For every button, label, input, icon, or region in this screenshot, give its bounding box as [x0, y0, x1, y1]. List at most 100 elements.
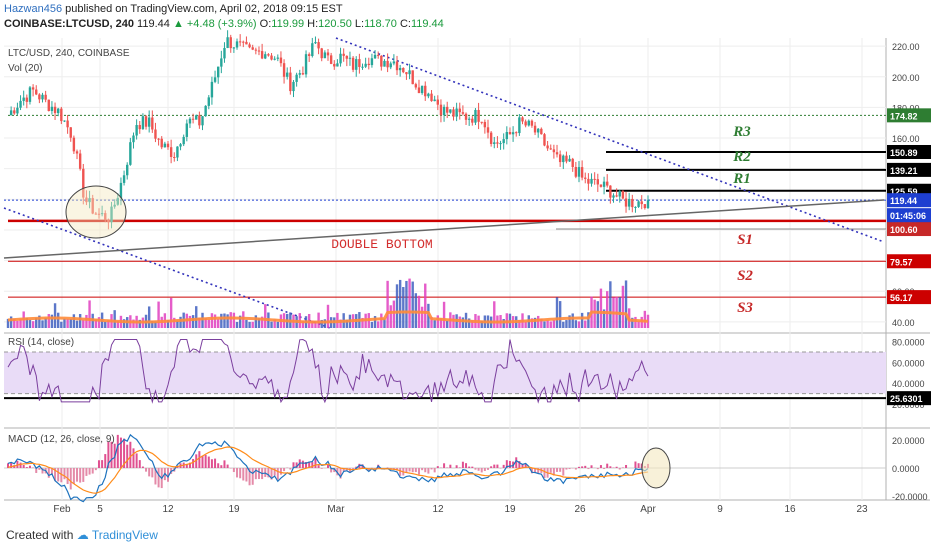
volume-bar [104, 321, 107, 328]
candle [220, 58, 223, 67]
volume-bar [317, 312, 320, 328]
header-line-2: COINBASE:LTCUSD, 240 119.44 ▲ +4.48 (+3.… [4, 18, 444, 30]
candle [100, 213, 104, 215]
candle [558, 154, 562, 163]
candle [207, 97, 210, 106]
candle [333, 63, 336, 67]
macd-histogram-bar [625, 464, 628, 468]
volume-bar [78, 314, 82, 328]
candle [113, 204, 116, 207]
level-badge [887, 162, 931, 177]
volume-bar [593, 299, 596, 328]
level-badge-label: 139.21 [890, 166, 918, 176]
macd-histogram-bar [239, 468, 242, 479]
volume-bar [235, 321, 239, 328]
volume-bar [389, 305, 392, 328]
volume-bar [238, 315, 242, 328]
volume-bar [314, 321, 317, 328]
level-name-r3: R3 [732, 124, 751, 140]
author-link[interactable]: Hazwan456 [4, 3, 63, 15]
macd-histogram-bar [220, 465, 223, 468]
macd-tick-label: -20.0000 [892, 492, 928, 502]
volume-bar [392, 300, 396, 328]
macd-histogram-bar [66, 468, 69, 485]
candle [204, 105, 207, 117]
macd-histogram-bar [50, 468, 53, 475]
candle [477, 109, 480, 122]
macd-histogram-bar [483, 468, 486, 472]
macd-histogram-bar [141, 466, 144, 468]
low-value: 118.70 [364, 18, 397, 30]
price-tick-label: 160.00 [892, 134, 920, 144]
candle [389, 63, 392, 68]
candle [157, 138, 160, 140]
candle [521, 117, 524, 122]
volume-bar [47, 314, 50, 328]
countdown-badge [887, 208, 931, 223]
volume-bar [201, 312, 204, 328]
volume-bar [270, 321, 273, 328]
volume-bar [25, 317, 29, 328]
x-tick-label: 19 [228, 504, 240, 515]
macd-histogram-bar [603, 468, 606, 470]
candle [540, 128, 543, 135]
candle [408, 70, 411, 75]
volume-bar [6, 318, 10, 328]
x-tick-label: 19 [504, 504, 516, 515]
candle [147, 117, 151, 127]
volume-bar [609, 281, 612, 328]
candle [144, 116, 148, 127]
low-label: L: [354, 18, 365, 30]
volume-bar [480, 320, 483, 328]
footer-brand[interactable]: TradingView [91, 528, 158, 542]
macd-histogram-bar [88, 468, 91, 475]
candle [502, 139, 505, 144]
candle [351, 57, 355, 70]
level-badge-label: 174.82 [890, 111, 918, 121]
high-label: H: [307, 18, 319, 30]
macd-histogram-bar [129, 441, 132, 468]
macd-histogram-bar [549, 468, 552, 473]
candle [107, 219, 110, 223]
volume-bar [568, 315, 571, 328]
level-name-s1: S1 [737, 232, 753, 248]
macd-histogram-bar [188, 462, 191, 468]
candle [568, 158, 571, 162]
volume-bar [132, 319, 135, 328]
macd-histogram-bar [618, 468, 621, 470]
rsi-marker-badge [887, 391, 931, 406]
rsi-tick-label: 40.0000 [892, 379, 925, 389]
macd-histogram-bar [226, 464, 229, 468]
level-name-r2: R2 [732, 149, 751, 165]
macd-histogram-bar [477, 468, 480, 471]
volume-bar [264, 304, 267, 328]
candle [430, 93, 433, 102]
candle [609, 185, 612, 198]
macd-histogram-bar [424, 468, 427, 473]
volume-bar [66, 319, 69, 328]
candle [424, 85, 427, 97]
macd-histogram-bar [468, 466, 471, 468]
candle [511, 132, 515, 135]
volume-bar [254, 315, 258, 328]
macd-histogram-bar [474, 468, 477, 470]
macd-histogram-bar [47, 468, 50, 478]
macd-histogram-bar [204, 454, 207, 468]
candle [627, 198, 631, 207]
macd-histogram-bar [399, 468, 402, 476]
macd-histogram-bar [264, 468, 267, 477]
macd-histogram-bar [317, 465, 320, 468]
macd-histogram-bar [599, 465, 602, 468]
candle [22, 97, 25, 101]
macd-tick-label: 0.0000 [892, 464, 920, 474]
macd-histogram-bar [556, 468, 559, 472]
macd-histogram-bar [411, 468, 414, 473]
footer-created: Created with [6, 528, 74, 542]
candle [524, 121, 527, 126]
candle [358, 59, 361, 67]
candle [179, 144, 182, 147]
macd-histogram-bar [126, 444, 129, 468]
volume-bar [85, 314, 88, 328]
volume-bar [411, 281, 414, 328]
volume-bar [587, 312, 590, 328]
